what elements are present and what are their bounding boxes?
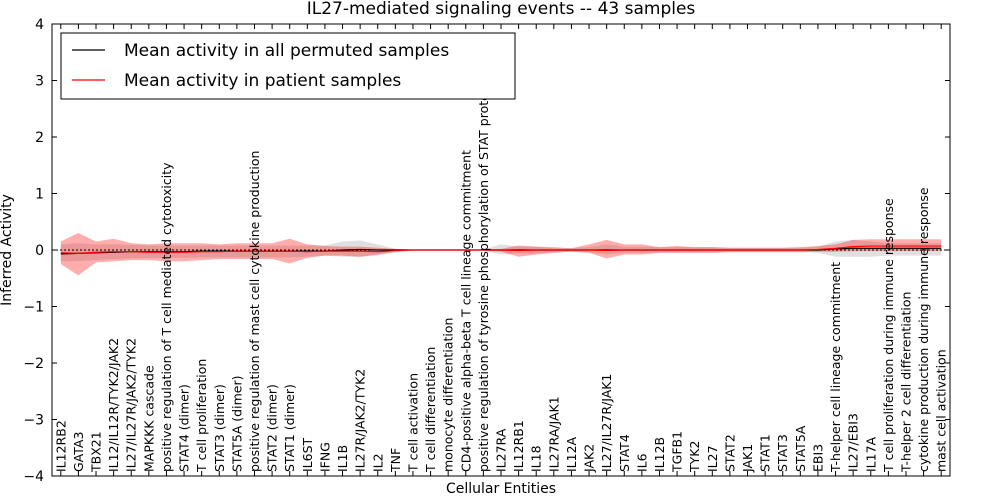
x-tick-label: IL18 [529, 445, 544, 472]
chart-title: IL27-mediated signaling events -- 43 sam… [307, 0, 696, 19]
y-tick-label: 3 [35, 74, 44, 90]
y-axis-label: Inferred Activity [0, 194, 15, 306]
x-tick-label: monocyte differentiation [441, 318, 456, 472]
legend-label-patient: Mean activity in patient samples [124, 71, 401, 91]
x-tick-label: GATA3 [71, 432, 86, 472]
y-tick-label: −1 [23, 300, 44, 316]
x-tick-label: cytokine production during immune respon… [916, 187, 931, 472]
x-tick-label: T-helper cell lineage commitment [828, 262, 843, 473]
x-tick-label: IL27/IL27R/JAK1 [599, 374, 614, 472]
x-tick-label: T-helper 2 cell differentiation [898, 292, 913, 473]
y-tick-label: 4 [35, 17, 44, 33]
band-patient [60, 233, 942, 276]
x-tick-label: IL12RB2 [53, 420, 68, 472]
x-tick-label: IL27R/JAK2/TYK2 [353, 369, 368, 472]
x-tick-label: T cell proliferation [194, 359, 209, 473]
y-tick-label: −4 [23, 469, 44, 485]
x-tick-label: IL1B [335, 445, 350, 472]
x-tick-label: IL12/IL12R/TYK2/JAK2 [106, 338, 121, 472]
x-tick-label: STAT4 [617, 434, 632, 472]
x-tick-label: positive regulation of T cell mediated c… [159, 162, 174, 472]
x-tick-label: STAT4 (dimer) [177, 384, 192, 472]
x-tick-label: IL2 [370, 453, 385, 472]
x-tick-label: positive regulation of tyrosine phosphor… [476, 82, 491, 472]
y-axis: −4 −3 −2 −1 0 1 2 3 4 [23, 17, 950, 485]
x-tick-label: IL27 [705, 445, 720, 472]
x-tick-label: JAK2 [582, 444, 597, 473]
x-tick-label: TYK2 [687, 441, 702, 473]
x-tick-label: IL12RB1 [511, 420, 526, 472]
x-axis-label: Cellular Entities [446, 481, 556, 497]
x-tick-label: T cell differentiation [423, 347, 438, 473]
x-tick-label: IL27RA [494, 428, 509, 472]
y-tick-label: 1 [35, 187, 44, 203]
x-tick-label: IL12B [652, 437, 667, 472]
x-tick-label: STAT1 (dimer) [282, 384, 297, 472]
legend-label-permuted: Mean activity in all permuted samples [124, 41, 449, 61]
y-tick-label: −2 [23, 356, 44, 372]
x-tick-label: TNF [388, 448, 403, 473]
y-tick-label: −3 [23, 413, 44, 429]
x-tick-label: STAT1 [758, 434, 773, 472]
x-tick-label: IL17A [863, 436, 878, 472]
x-tick-label: T cell proliferation during immune respo… [881, 198, 896, 473]
x-tick-label: IL27/EBI3 [846, 413, 861, 472]
x-tick-label: IL27/IL27R/JAK2/TYK2 [124, 338, 139, 472]
legend: Mean activity in all permuted samples Me… [60, 32, 516, 100]
line-patient-mean [60, 245, 942, 254]
x-tick-label: STAT2 [722, 434, 737, 472]
series-lines [60, 245, 942, 255]
x-tick-label: CD4-positive alpha-beta T cell lineage c… [458, 150, 473, 472]
x-tick-label: IFNG [317, 442, 332, 472]
x-tick-label: IL6 [634, 453, 649, 472]
x-tick-label: STAT3 (dimer) [212, 384, 227, 472]
x-tick-label: IL6ST [300, 437, 315, 472]
x-tick-label: mast cell activation [934, 349, 949, 472]
x-tick-label: IL12A [564, 436, 579, 472]
x-axis: IL12RB2 GATA3 TBX21 IL12/IL12R/TYK2/JAK2 IL2… [53, 24, 949, 476]
x-tick-label: STAT5A (dimer) [229, 376, 244, 472]
x-tick-label: IL27RA/JAK1 [546, 396, 561, 472]
x-tick-label: EBI3 [810, 444, 825, 472]
x-tick-label: T cell activation [405, 373, 420, 473]
legend-box [60, 32, 516, 100]
x-tick-label: MAPKKK cascade [141, 365, 156, 472]
y-tick-label: 0 [35, 243, 44, 259]
x-tick-label: STAT3 [775, 434, 790, 472]
x-tick-label: JAK1 [740, 444, 755, 473]
x-tick-label: TGFB1 [670, 431, 685, 473]
y-tick-label: 2 [35, 130, 44, 146]
x-tick-label: STAT5A [793, 425, 808, 472]
x-tick-label: STAT2 (dimer) [265, 384, 280, 472]
x-tick-label: positive regulation of mast cell cytokin… [247, 151, 262, 472]
x-tick-label: TBX21 [89, 431, 104, 473]
